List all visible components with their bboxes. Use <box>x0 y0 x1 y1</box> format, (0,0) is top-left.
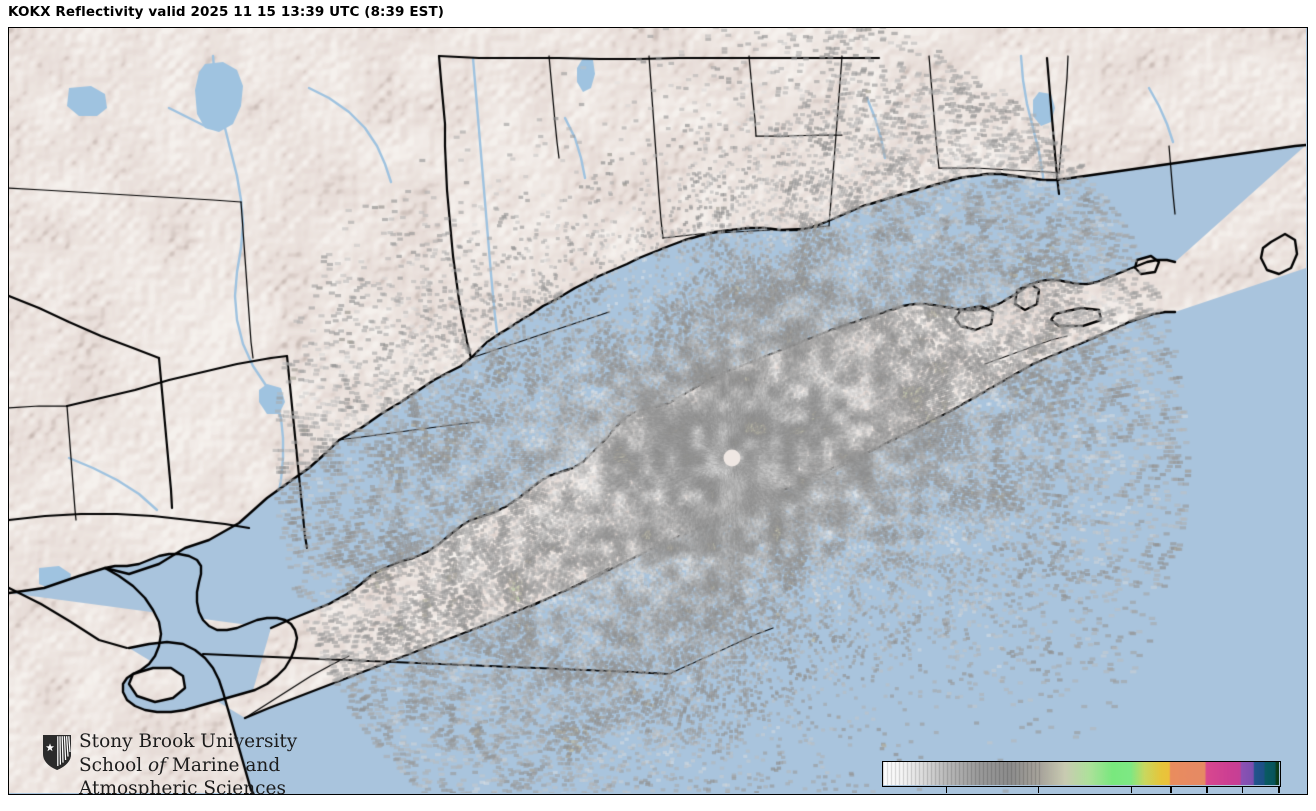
radar-map[interactable]: Stony Brook University School of Marine … <box>8 27 1308 795</box>
page-title: KOKX Reflectivity valid 2025 11 15 13:39… <box>8 4 445 20</box>
title-bar: KOKX Reflectivity valid 2025 11 15 13:39… <box>0 0 1316 27</box>
reflectivity-layer <box>9 28 1306 793</box>
